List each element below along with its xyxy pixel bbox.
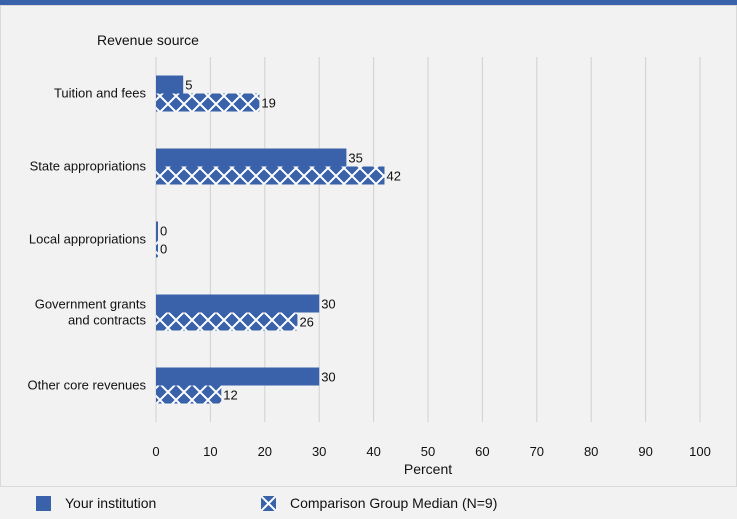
x-tick-label: 70: [530, 444, 544, 459]
x-tick-label: 100: [689, 444, 711, 459]
bar-your-institution: [156, 75, 184, 94]
bar-comparison-median: [156, 385, 222, 404]
x-tick-label: 80: [584, 444, 598, 459]
data-label: 42: [386, 169, 400, 184]
bar-comparison-median: [156, 312, 298, 331]
legend-item-comparison-median: Comparison Group Median (N=9): [261, 495, 497, 511]
x-tick-label: 90: [638, 444, 652, 459]
x-tick-label: 0: [152, 444, 159, 459]
category-label: State appropriations: [30, 159, 147, 174]
bar-your-institution: [156, 148, 347, 167]
x-tick-label: 20: [258, 444, 272, 459]
category-label: Local appropriations: [29, 232, 147, 247]
data-label: 30: [321, 370, 335, 385]
data-label: 19: [261, 96, 275, 111]
legend-swatch-crosshatch: [261, 495, 276, 511]
data-label: 0: [160, 242, 167, 257]
category-label: Government grants: [35, 297, 147, 312]
x-tick-label: 30: [312, 444, 326, 459]
data-label: 26: [299, 315, 313, 330]
x-tick-label: 10: [203, 444, 217, 459]
data-label: 0: [160, 224, 167, 239]
bar-comparison-median: [156, 166, 385, 185]
x-tick-label: 40: [366, 444, 380, 459]
category-label: Tuition and fees: [54, 86, 147, 101]
category-axis-title: Revenue source: [97, 32, 199, 48]
category-label: and contracts: [68, 313, 147, 328]
x-axis-title: Percent: [404, 461, 452, 477]
chart-frame: [0, 5, 737, 487]
bar-your-institution: [156, 367, 320, 386]
category-labels: Tuition and fees State appropriations Loca…: [27, 86, 146, 393]
x-tick-label: 50: [421, 444, 435, 459]
grid-lines: [155, 57, 701, 422]
bars: 5 19 35 42 0 0 30 26 30 12: [156, 75, 401, 404]
legend-label-comparison-median: Comparison Group Median (N=9): [290, 495, 498, 511]
bar-your-institution: [156, 221, 158, 240]
x-tick-label: 60: [475, 444, 489, 459]
bar-comparison-median: [156, 93, 260, 112]
bar-chart: Revenue source 5 19 35 42 0 0 30 26 30 12 Tuition…: [27, 32, 710, 477]
bar-comparison-median: [156, 239, 158, 258]
data-label: 30: [321, 297, 335, 312]
bar-your-institution: [156, 294, 320, 313]
legend-label-your-institution: Your institution: [65, 495, 157, 511]
legend-swatch-solid: [36, 495, 51, 511]
data-label: 35: [348, 151, 362, 166]
top-accent-bar: [0, 0, 737, 5]
data-label: 5: [185, 78, 192, 93]
data-label: 12: [223, 388, 237, 403]
x-tick-labels: 0 10 20 30 40 50 60 70 80 90 100: [152, 444, 710, 459]
legend-item-your-institution: Your institution: [36, 495, 156, 511]
legend: Your institution Comparison Group Median…: [0, 486, 737, 519]
category-label: Other core revenues: [27, 378, 146, 393]
